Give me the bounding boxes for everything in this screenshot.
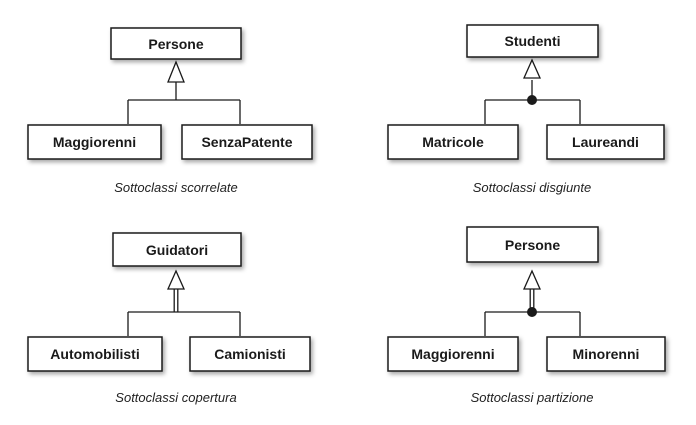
child-class-box: Matricole <box>387 124 519 160</box>
parent-class-label: Studenti <box>505 33 561 49</box>
child-class-label: Camionisti <box>214 346 286 362</box>
inheritance-arrow-icon <box>166 269 186 290</box>
parent-class-box: Guidatori <box>112 232 242 267</box>
connector-lines <box>127 82 241 124</box>
parent-class-box: Persone <box>110 27 242 60</box>
child-class-box: Maggiorenni <box>387 336 519 372</box>
disjoint-dot-icon <box>527 307 537 317</box>
connector-lines <box>127 289 241 336</box>
inheritance-arrow-icon <box>167 60 185 83</box>
parent-class-box: Persone <box>466 226 599 263</box>
disjoint-dot-icon <box>527 95 537 105</box>
parent-class-label: Guidatori <box>146 242 208 258</box>
inheritance-arrow-icon <box>522 58 542 79</box>
diagram-partition: Persone Maggiorenni Minorenni Sottoclass… <box>387 226 666 405</box>
child-class-label: Minorenni <box>573 346 640 362</box>
child-class-label: Maggiorenni <box>411 346 494 362</box>
parent-class-label: Persone <box>148 36 203 52</box>
child-class-box: Maggiorenni <box>27 124 162 160</box>
diagram-caption: Sottoclassi copertura <box>115 390 236 405</box>
diagram-caption: Sottoclassi scorrelate <box>114 180 238 195</box>
child-class-box: Automobilisti <box>27 336 163 372</box>
parent-class-box: Studenti <box>466 24 599 58</box>
diagram-caption: Sottoclassi partizione <box>471 390 594 405</box>
child-class-label: Automobilisti <box>50 346 139 362</box>
child-class-label: SenzaPatente <box>201 134 292 150</box>
child-class-box: SenzaPatente <box>181 124 313 160</box>
child-class-label: Laureandi <box>572 134 639 150</box>
child-class-label: Matricole <box>422 134 484 150</box>
diagram-covering: Guidatori Automobilisti Camionisti Sotto… <box>27 232 311 405</box>
child-class-box: Minorenni <box>546 336 666 372</box>
diagram-disjoint-unrelated: Persone Maggiorenni SenzaPatente Sottocl… <box>27 27 313 195</box>
diagram-caption: Sottoclassi disgiunte <box>473 180 592 195</box>
child-class-box: Laureandi <box>546 124 665 160</box>
child-class-box: Camionisti <box>189 336 311 372</box>
child-class-label: Maggiorenni <box>53 134 136 150</box>
parent-class-label: Persone <box>505 237 560 253</box>
diagram-disjoint: Studenti Matricole Laureandi Sottoclassi… <box>387 24 665 195</box>
inheritance-arrow-icon <box>522 269 542 290</box>
